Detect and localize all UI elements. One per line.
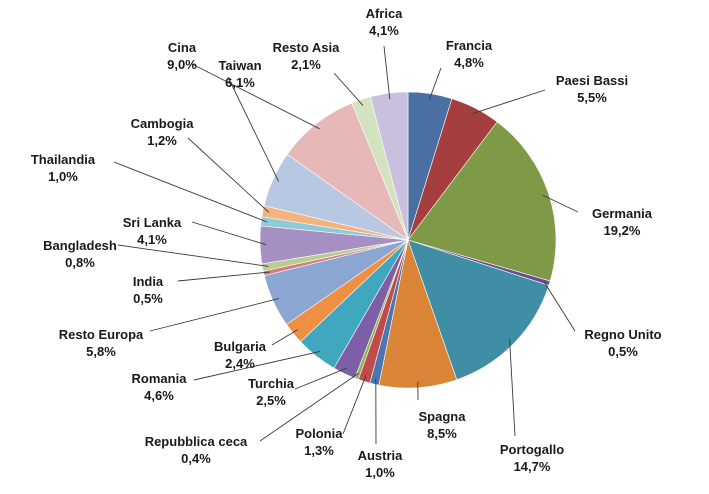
leader-bulgaria — [271, 329, 299, 346]
label-name-polonia: Polonia — [296, 426, 344, 441]
label-value-bulgaria: 2,4% — [225, 356, 255, 371]
leader-germania — [542, 194, 579, 213]
leader-repubblica-ceca — [259, 372, 359, 442]
label-value-sri-lanka: 4,1% — [137, 232, 167, 247]
label-name-turchia: Turchia — [248, 376, 295, 391]
label-name-bangladesh: Bangladesh — [43, 238, 117, 253]
leader-taiwan — [227, 76, 280, 182]
leader-resto-europa — [149, 298, 279, 332]
leader-turchia — [294, 367, 347, 390]
label-portogallo: Portogallo 14,7% — [500, 442, 564, 474]
slice-portogallo — [407, 239, 550, 381]
label-value-germania: 19,2% — [604, 223, 641, 238]
label-name-cambogia: Cambogia — [131, 116, 195, 131]
label-thailandia: Thailandia 1,0% — [31, 152, 96, 184]
label-turchia: Turchia 2,5% — [248, 376, 295, 408]
label-value-austria: 1,0% — [365, 465, 395, 480]
label-bangladesh: Bangladesh 0,8% — [43, 238, 117, 270]
label-value-africa: 4,1% — [369, 23, 399, 38]
label-name-austria: Austria — [358, 448, 404, 463]
leader-lines — [113, 45, 579, 445]
label-regno-unito: Regno Unito 0,5% — [584, 327, 661, 359]
label-name-sri-lanka: Sri Lanka — [123, 215, 182, 230]
leader-portogallo — [509, 339, 516, 437]
label-value-thailandia: 1,0% — [48, 169, 78, 184]
label-germania: Germania 19,2% — [592, 206, 653, 238]
label-value-resto-europa: 5,8% — [86, 344, 116, 359]
label-value-repubblica-ceca: 0,4% — [181, 451, 211, 466]
leader-francia — [428, 67, 442, 100]
label-value-resto-asia: 2,1% — [291, 57, 321, 72]
label-name-regno-unito: Regno Unito — [584, 327, 661, 342]
label-sri-lanka: Sri Lanka 4,1% — [123, 215, 182, 247]
label-name-taiwan: Taiwan — [218, 58, 261, 73]
label-name-germania: Germania — [592, 206, 653, 221]
leader-cambogia — [187, 137, 270, 213]
leader-bangladesh — [117, 244, 269, 267]
pie-slices — [259, 91, 557, 389]
label-name-resto-europa: Resto Europa — [59, 327, 144, 342]
leader-regno-unito — [543, 281, 576, 332]
leader-romania — [193, 350, 321, 381]
leader-cina — [191, 63, 320, 130]
label-cambogia: Cambogia 1,2% — [131, 116, 195, 148]
label-name-india: India — [133, 274, 164, 289]
label-name-bulgaria: Bulgaria — [214, 339, 267, 354]
label-name-paesi-bassi: Paesi Bassi — [556, 73, 628, 88]
label-romania: Romania 4,6% — [132, 371, 188, 403]
label-austria: Austria 1,0% — [358, 448, 404, 480]
label-value-turchia: 2,5% — [256, 393, 286, 408]
label-name-spagna: Spagna — [419, 409, 467, 424]
leader-resto-asia — [333, 72, 364, 106]
label-value-polonia: 1,3% — [304, 443, 334, 458]
leader-paesi-bassi — [472, 89, 546, 115]
label-name-africa: Africa — [366, 6, 404, 21]
label-value-bangladesh: 0,8% — [65, 255, 95, 270]
label-value-regno-unito: 0,5% — [608, 344, 638, 359]
label-cina: Cina 9,0% — [167, 40, 197, 72]
label-paesi-bassi: Paesi Bassi 5,5% — [556, 73, 628, 105]
label-spagna: Spagna 8,5% — [419, 409, 467, 441]
label-name-repubblica-ceca: Repubblica ceca — [145, 434, 248, 449]
leader-india — [177, 271, 270, 282]
label-name-francia: Francia — [446, 38, 493, 53]
label-francia: Francia 4,8% — [446, 38, 493, 70]
slice-labels: Francia 4,8% Paesi Bassi 5,5% Germania 19,2% R… — [31, 6, 662, 480]
label-value-romania: 4,6% — [144, 388, 174, 403]
slice-cina — [286, 102, 409, 241]
leader-sri-lanka — [191, 221, 267, 246]
label-bulgaria: Bulgaria 2,4% — [214, 339, 267, 371]
label-value-taiwan: 6,1% — [225, 75, 255, 90]
slice-germania — [407, 121, 557, 282]
label-name-cina: Cina — [168, 40, 197, 55]
label-polonia: Polonia 1,3% — [296, 426, 344, 458]
label-name-thailandia: Thailandia — [31, 152, 96, 167]
label-value-india: 0,5% — [133, 291, 163, 306]
label-resto-asia: Resto Asia 2,1% — [273, 40, 340, 72]
label-taiwan: Taiwan 6,1% — [218, 58, 261, 90]
label-india: India 0,5% — [133, 274, 164, 306]
label-value-francia: 4,8% — [454, 55, 484, 70]
label-africa: Africa 4,1% — [366, 6, 404, 38]
leader-africa — [383, 45, 391, 100]
label-value-cambogia: 1,2% — [147, 133, 177, 148]
leader-thailandia — [113, 161, 268, 223]
leader-polonia — [342, 375, 367, 435]
label-name-resto-asia: Resto Asia — [273, 40, 340, 55]
label-value-paesi-bassi: 5,5% — [577, 90, 607, 105]
label-name-portogallo: Portogallo — [500, 442, 564, 457]
label-name-romania: Romania — [132, 371, 188, 386]
label-value-cina: 9,0% — [167, 57, 197, 72]
label-repubblica-ceca: Repubblica ceca 0,4% — [145, 434, 248, 466]
label-value-portogallo: 14,7% — [514, 459, 551, 474]
label-value-spagna: 8,5% — [427, 426, 457, 441]
label-resto-europa: Resto Europa 5,8% — [59, 327, 144, 359]
